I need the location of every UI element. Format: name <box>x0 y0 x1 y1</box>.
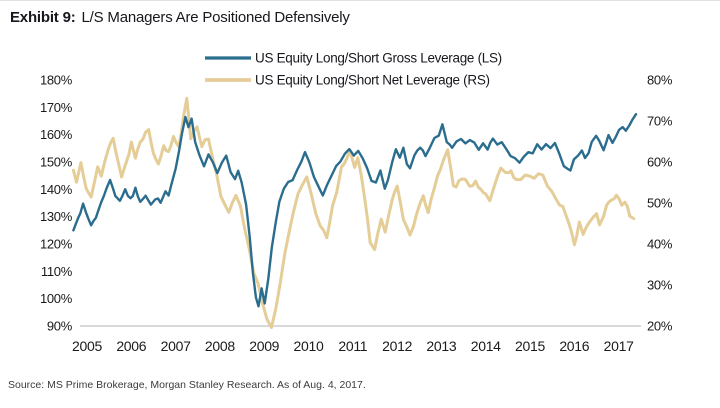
right-tick-80: 80% <box>647 73 673 88</box>
right-tick-70: 70% <box>647 114 673 129</box>
x-tick-2007: 2007 <box>161 338 191 354</box>
left-tick-150: 150% <box>40 155 73 170</box>
legend-net-label: US Equity Long/Short Net Leverage (RS) <box>255 73 490 88</box>
x-tick-2015: 2015 <box>515 338 545 354</box>
x-tick-2006: 2006 <box>116 338 146 354</box>
left-tick-130: 130% <box>40 209 73 224</box>
left-tick-120: 120% <box>40 237 73 252</box>
left-tick-140: 140% <box>40 182 73 197</box>
right-tick-60: 60% <box>647 155 673 170</box>
x-tick-2005: 2005 <box>72 338 102 354</box>
left-tick-160: 160% <box>40 127 73 142</box>
right-tick-40: 40% <box>647 237 673 252</box>
source-note: Source: MS Prime Brokerage, Morgan Stanl… <box>8 379 366 391</box>
x-tick-2013: 2013 <box>426 338 456 354</box>
x-tick-2017: 2017 <box>604 338 634 354</box>
x-tick-2010: 2010 <box>294 338 324 354</box>
leverage-chart: US Equity Long/Short Gross Leverage (LS)… <box>40 51 673 355</box>
x-tick-2016: 2016 <box>559 338 589 354</box>
legend-gross-label: US Equity Long/Short Gross Leverage (LS) <box>255 51 502 66</box>
left-tick-170: 170% <box>40 100 73 115</box>
gross-leverage-line <box>72 112 638 308</box>
left-axis-tick-labels: 180% 170% 160% 150% 140% 130% 120% 110% 100% 90% <box>40 73 73 334</box>
chart-legend: US Equity Long/Short Gross Leverage (LS)… <box>205 51 502 88</box>
x-tick-2012: 2012 <box>382 338 412 354</box>
exhibit-number: Exhibit 9: <box>10 9 76 26</box>
exhibit-title-text: L/S Managers Are Positioned Defensively <box>81 9 350 26</box>
right-tick-30: 30% <box>647 278 673 293</box>
chart-title: Exhibit 9: L/S Managers Are Positioned De… <box>10 9 350 26</box>
x-tick-2008: 2008 <box>205 338 235 354</box>
net-leverage-line <box>71 96 636 330</box>
right-tick-20: 20% <box>647 319 673 334</box>
x-tick-2014: 2014 <box>471 338 501 354</box>
x-axis-tick-labels: 2005 2006 2007 2008 2009 2010 2011 2012 2013 2014… <box>72 338 634 354</box>
right-axis-tick-labels: 80% 70% 60% 50% 40% 30% 20% <box>647 73 673 334</box>
right-tick-50: 50% <box>647 196 673 211</box>
x-tick-2011: 2011 <box>338 338 367 354</box>
left-tick-90: 90% <box>47 319 73 334</box>
left-tick-110: 110% <box>41 264 73 279</box>
left-tick-100: 100% <box>40 291 73 306</box>
x-tick-2009: 2009 <box>249 338 279 354</box>
left-tick-180: 180% <box>40 73 73 88</box>
